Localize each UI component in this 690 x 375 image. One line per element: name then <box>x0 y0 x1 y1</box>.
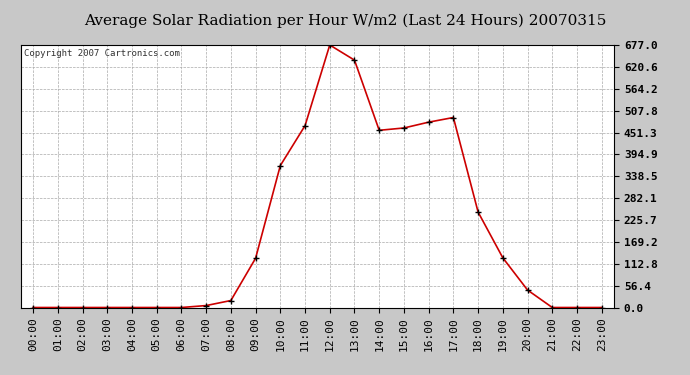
Text: Average Solar Radiation per Hour W/m2 (Last 24 Hours) 20070315: Average Solar Radiation per Hour W/m2 (L… <box>83 13 607 27</box>
Text: Copyright 2007 Cartronics.com: Copyright 2007 Cartronics.com <box>23 49 179 58</box>
